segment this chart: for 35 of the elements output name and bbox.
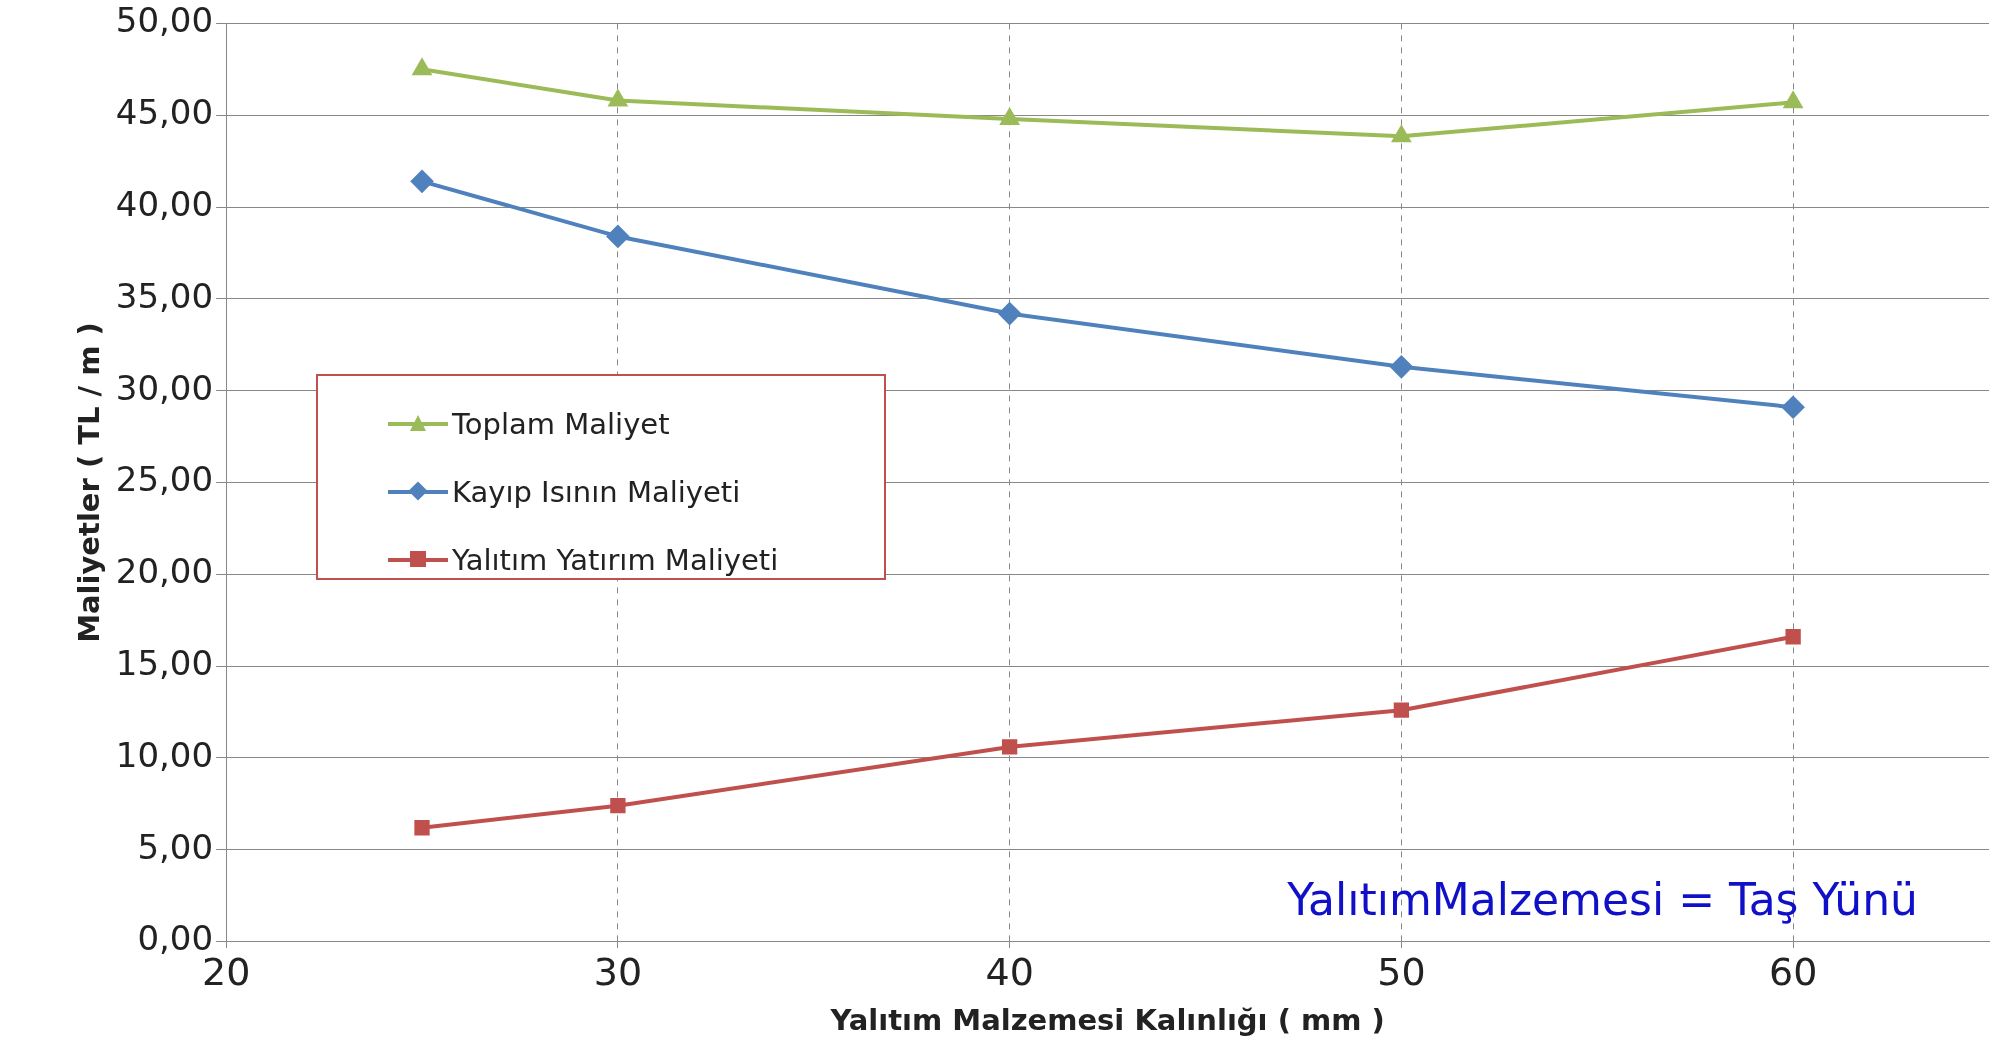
y-tick-label: 30,00 <box>115 367 214 408</box>
point <box>1393 702 1410 718</box>
y-tick-label: 45,00 <box>115 92 214 133</box>
x-axis-title: Yalıtım Malzemesi Kalınlığı ( mm ) <box>829 1003 1385 1038</box>
legend-label: Toplam Maliyet <box>452 407 670 441</box>
point <box>1392 126 1411 143</box>
x-tick-label: 50 <box>1377 950 1426 995</box>
y-tick-label: 20,00 <box>115 551 214 592</box>
x-tick-label: 20 <box>201 950 251 995</box>
point <box>606 225 629 248</box>
point <box>1782 396 1805 419</box>
point <box>998 302 1021 325</box>
x-tick-label: 40 <box>985 950 1034 995</box>
y-tick-label: 35,00 <box>115 275 214 316</box>
x-tick-label: 60 <box>1768 950 1818 995</box>
point <box>413 59 431 76</box>
y-tick-label: 5,00 <box>137 826 214 867</box>
annotation: YalıtımMalzemesi = Taş Yünü <box>1287 874 1918 925</box>
y-axis-title: Maliyetler ( TL / m ) <box>71 322 106 643</box>
point <box>1390 355 1413 378</box>
point <box>1784 92 1803 109</box>
point <box>1001 739 1018 755</box>
legend-label: Kayıp Isının Maliyeti <box>452 475 741 509</box>
point <box>1785 629 1801 645</box>
y-tick-label: 10,00 <box>115 734 214 775</box>
y-tick-label: 25,00 <box>115 459 214 500</box>
y-tick-label: 15,00 <box>115 642 214 683</box>
point <box>610 798 626 814</box>
legend-label: Yalıtım Yatırım Maliyeti <box>452 543 779 577</box>
point <box>411 170 434 193</box>
point <box>1000 108 1019 125</box>
y-tick-label: 40,00 <box>115 183 214 224</box>
point <box>414 820 430 836</box>
x-tick-label: 30 <box>593 950 643 995</box>
y-tick-label: 50,00 <box>115 0 214 41</box>
